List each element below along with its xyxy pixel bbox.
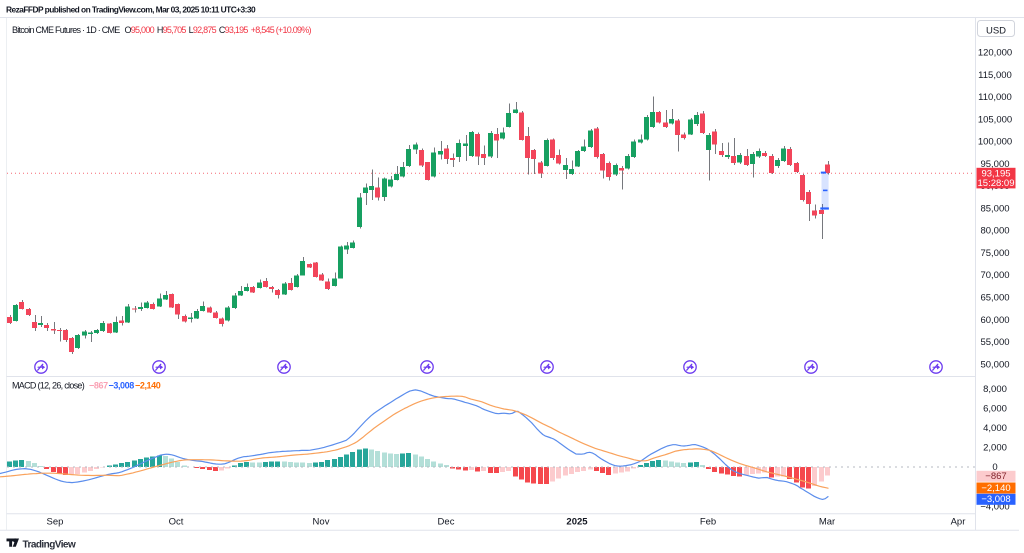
svg-text:4,000: 4,000 <box>983 423 1007 434</box>
svg-text:−2,140: −2,140 <box>135 381 161 391</box>
svg-text:MACD (12, 26, close): MACD (12, 26, close) <box>12 381 85 391</box>
svg-text:8,000: 8,000 <box>983 384 1007 395</box>
svg-text:115,000: 115,000 <box>978 70 1012 81</box>
svg-text:USD: USD <box>986 26 1006 37</box>
svg-text:100,000: 100,000 <box>978 137 1012 148</box>
svg-text:6,000: 6,000 <box>983 403 1007 414</box>
svg-text:RezaFFDP published on TradingV: RezaFFDP published on TradingView.com, M… <box>6 5 256 15</box>
svg-text:50,000: 50,000 <box>980 359 1009 370</box>
svg-text:TradingView: TradingView <box>23 540 76 551</box>
svg-text:105,000: 105,000 <box>978 114 1012 125</box>
svg-text:55,000: 55,000 <box>980 337 1009 348</box>
svg-text:−867: −867 <box>89 381 108 391</box>
svg-text:Apr: Apr <box>951 517 966 528</box>
svg-text:70,000: 70,000 <box>980 270 1009 281</box>
svg-text:2,000: 2,000 <box>983 443 1007 454</box>
svg-text:−3,008: −3,008 <box>109 381 135 391</box>
svg-text:Mar: Mar <box>819 517 835 528</box>
svg-text:Oct: Oct <box>169 517 184 528</box>
svg-text:Dec: Dec <box>438 517 455 528</box>
svg-text:60,000: 60,000 <box>980 315 1009 326</box>
svg-text:2025: 2025 <box>566 517 588 528</box>
svg-text:80,000: 80,000 <box>980 226 1009 237</box>
svg-text:0: 0 <box>992 462 997 473</box>
svg-text:120,000: 120,000 <box>978 48 1012 59</box>
svg-text:−2,140: −2,140 <box>981 483 1010 494</box>
svg-text:−867: −867 <box>985 471 1006 482</box>
svg-text:95,000: 95,000 <box>980 159 1009 170</box>
svg-text:Sep: Sep <box>47 517 64 528</box>
svg-text:110,000: 110,000 <box>978 92 1012 103</box>
svg-text:85,000: 85,000 <box>980 203 1009 214</box>
svg-text:Feb: Feb <box>700 517 716 528</box>
svg-text:Nov: Nov <box>313 517 330 528</box>
svg-text:−4,000: −4,000 <box>980 501 1009 512</box>
svg-text:Bitcoin CME Futures · 1D · CME: Bitcoin CME Futures · 1D · CME O95,000 H95… <box>12 25 311 35</box>
svg-text:65,000: 65,000 <box>980 293 1009 304</box>
svg-text:−3,008: −3,008 <box>981 494 1010 505</box>
svg-text:15:28:09: 15:28:09 <box>978 178 1015 189</box>
svg-text:75,000: 75,000 <box>980 248 1009 259</box>
svg-text:93,195: 93,195 <box>981 168 1010 179</box>
